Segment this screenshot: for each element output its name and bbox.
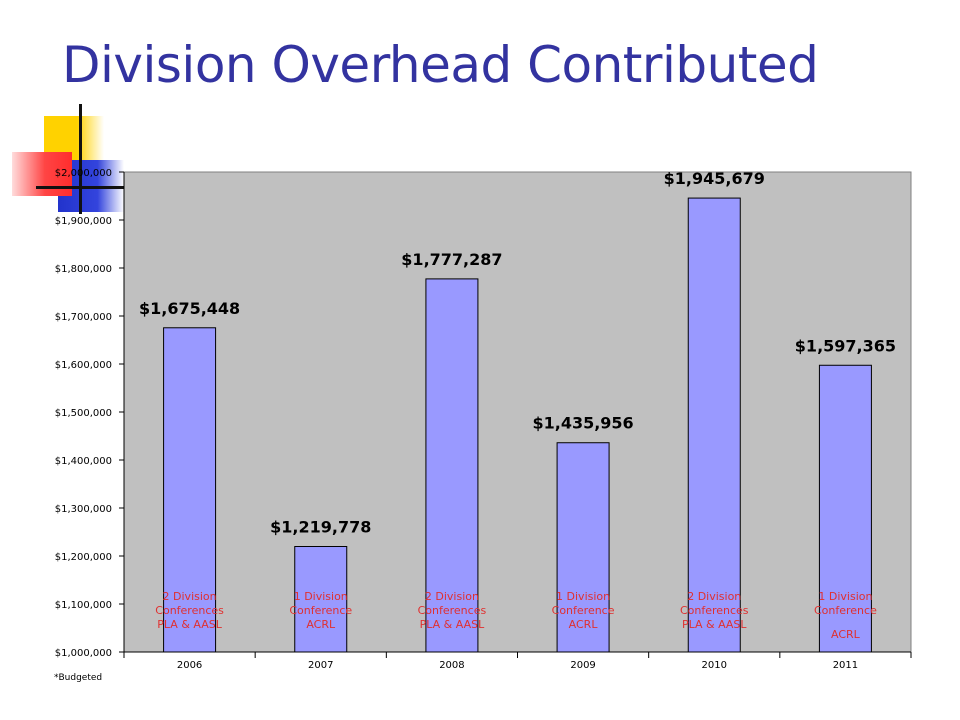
data-label: $1,597,365 — [795, 336, 896, 355]
bar-annotation: PLA & AASL — [157, 618, 222, 631]
bar-annotation: 1 Division — [556, 590, 610, 603]
footnote: *Budgeted — [54, 673, 103, 683]
y-tick-label: $1,100,000 — [55, 600, 112, 611]
data-label: $1,777,287 — [401, 250, 502, 269]
bar-annotation: Conferences — [680, 604, 749, 617]
bar — [687, 197, 741, 653]
y-tick-label: $1,200,000 — [55, 552, 112, 563]
x-tick-label: 2010 — [702, 660, 727, 671]
y-tick-label: $1,600,000 — [55, 360, 112, 371]
bar — [425, 278, 479, 653]
slide-title: Division Overhead Contributed — [62, 36, 819, 94]
bar-annotation: 2 Division — [687, 590, 741, 603]
decor-horizontal-line — [36, 186, 128, 189]
decor-vertical-line — [79, 104, 82, 214]
y-tick-label: $1,500,000 — [55, 408, 112, 419]
bar — [556, 442, 610, 653]
y-tick-label: $1,300,000 — [55, 504, 112, 515]
y-tick-label: $1,900,000 — [55, 216, 112, 227]
x-tick-label: 2007 — [308, 660, 333, 671]
bar-annotation: Conference — [814, 604, 877, 617]
bar-annotation: 1 Division — [294, 590, 348, 603]
y-tick-label: $1,400,000 — [55, 456, 112, 467]
bar-annotation: PLA & AASL — [420, 618, 485, 631]
y-tick-label: $2,000,000 — [55, 168, 112, 179]
data-label: $1,675,448 — [139, 299, 240, 318]
y-tick-label: $1,000,000 — [55, 648, 112, 659]
x-tick-label: 2011 — [833, 660, 858, 671]
x-tick-label: 2009 — [570, 660, 595, 671]
bar-annotation: Conference — [289, 604, 352, 617]
bar-annotation: 2 Division — [425, 590, 479, 603]
x-tick-label: 2008 — [439, 660, 464, 671]
data-label: $1,435,956 — [532, 414, 633, 433]
x-tick-label: 2006 — [177, 660, 202, 671]
y-tick-label: $1,700,000 — [55, 312, 112, 323]
bar-annotation: 1 Division — [818, 590, 872, 603]
bar-annotation: ACRL — [569, 618, 599, 631]
bar-annotation: ACRL — [831, 628, 861, 641]
bar-annotation: Conferences — [155, 604, 224, 617]
bar-annotation: 2 Division — [163, 590, 217, 603]
data-label: $1,219,778 — [270, 518, 371, 537]
bar-annotation: Conference — [552, 604, 615, 617]
bar-annotation: ACRL — [306, 618, 336, 631]
bar-annotation: Conferences — [418, 604, 487, 617]
bar — [163, 327, 217, 653]
data-label: $1,945,679 — [664, 169, 765, 188]
plot-area — [123, 171, 912, 653]
bar — [294, 546, 348, 653]
bar-annotation: PLA & AASL — [682, 618, 747, 631]
bar — [818, 364, 872, 653]
y-tick-label: $1,800,000 — [55, 264, 112, 275]
